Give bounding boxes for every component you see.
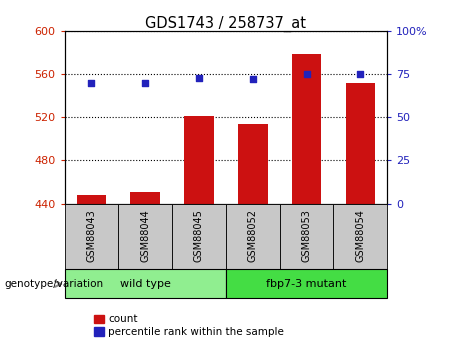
Bar xyxy=(238,124,267,204)
Bar xyxy=(130,192,160,204)
Bar xyxy=(346,83,375,204)
Bar xyxy=(226,204,280,269)
Bar xyxy=(118,204,172,269)
Text: wild type: wild type xyxy=(120,279,171,289)
Bar xyxy=(65,204,118,269)
Bar xyxy=(65,269,226,298)
Bar xyxy=(184,116,214,204)
Text: GSM88053: GSM88053 xyxy=(301,209,312,262)
Point xyxy=(357,71,364,77)
Bar xyxy=(77,195,106,204)
Text: GSM88045: GSM88045 xyxy=(194,209,204,262)
Text: GDS1743 / 258737_at: GDS1743 / 258737_at xyxy=(145,16,307,32)
Point xyxy=(249,77,256,82)
Bar xyxy=(280,204,333,269)
Point xyxy=(142,80,149,86)
Point xyxy=(88,80,95,86)
Bar xyxy=(333,204,387,269)
Text: genotype/variation: genotype/variation xyxy=(5,279,104,289)
Legend: count, percentile rank within the sample: count, percentile rank within the sample xyxy=(93,313,285,338)
Text: GSM88043: GSM88043 xyxy=(86,209,96,262)
Text: GSM88052: GSM88052 xyxy=(248,209,258,262)
Point xyxy=(303,71,310,77)
Point xyxy=(195,75,203,80)
Text: GSM88054: GSM88054 xyxy=(355,209,366,262)
Bar xyxy=(172,204,226,269)
Text: fbp7-3 mutant: fbp7-3 mutant xyxy=(266,279,347,289)
Text: GSM88044: GSM88044 xyxy=(140,209,150,262)
Bar xyxy=(226,269,387,298)
Bar xyxy=(292,54,321,204)
